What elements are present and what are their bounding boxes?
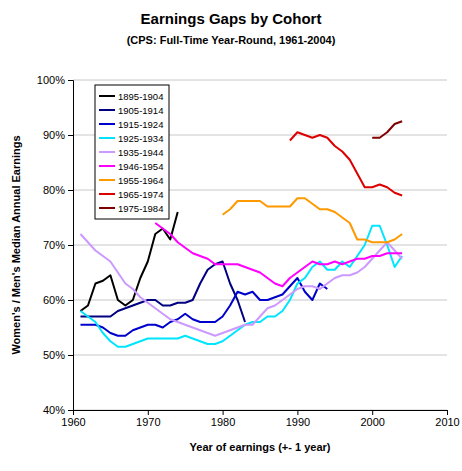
legend-swatch [99,193,115,195]
y-tick-label: 60% [43,294,65,306]
legend-item: 1915-1924 [99,119,163,130]
series-line [290,132,402,195]
x-tick: 1990 [286,410,310,428]
grid-line [73,355,447,356]
legend-item: 1905-1914 [99,105,163,116]
x-tick-mark [148,410,149,415]
legend: 1895-1904 1905-1914 1915-1924 1925-1934 1935… [95,85,169,219]
x-tick: 1970 [136,410,160,428]
y-tick: 40% [43,404,73,416]
x-tick-mark [447,410,448,415]
x-tick-label: 1970 [136,416,160,428]
y-tick-label: 50% [43,349,65,361]
legend-swatch [99,151,115,153]
y-tick-mark [68,80,73,81]
legend-swatch [99,137,115,139]
x-tick-mark [372,410,373,415]
legend-label: 1946-1954 [118,161,163,172]
y-tick: 60% [43,294,73,306]
legend-label: 1955-1964 [118,175,163,186]
legend-label: 1895-1904 [118,91,163,102]
legend-item: 1965-1974 [99,189,163,200]
x-axis: 1960 1970 1980 1990 2000 2010 [61,410,459,428]
y-tick-label: 80% [43,184,65,196]
chart-svg: 1960 1970 1980 1990 2000 2010 40% 50% 60% 70% 80% 9… [0,0,462,471]
series-line [372,121,402,138]
legend-item: 1935-1944 [99,147,163,158]
series-line [80,278,327,336]
grid-line [73,80,447,81]
series-line [155,223,402,286]
y-tick-mark [68,135,73,136]
x-axis-title: Year of earnings (+- 1 year) [190,441,331,453]
y-tick-mark [68,245,73,246]
legend-swatch [99,109,115,111]
y-axis-line [68,81,74,411]
series-line [223,198,403,242]
legend-item: 1925-1934 [99,133,163,144]
legend-label: 1915-1924 [118,119,163,130]
x-axis-line [74,411,448,416]
chart-subtitle: (CPS: Full-Time Year-Round, 1961-2004) [127,34,336,46]
legend-swatch [99,123,115,125]
series-line [80,226,402,347]
legend-swatch [99,179,115,181]
y-tick: 50% [43,349,73,361]
legend-box [95,85,169,219]
legend-label: 1935-1944 [118,147,163,158]
x-tick-label: 1980 [211,416,235,428]
y-axis-title: Women's / Men's Median Annual Earnings [10,135,22,354]
y-tick-label: 100% [37,74,65,86]
x-tick-mark [297,410,298,415]
x-tick-label: 2000 [360,416,384,428]
legend-item: 1955-1964 [99,175,163,186]
legend-item: 1946-1954 [99,161,163,172]
x-tick-mark [223,410,224,415]
y-tick: 100% [37,74,73,86]
legend-label: 1965-1974 [118,189,163,200]
x-tick: 1980 [211,410,235,428]
legend-item: 1975-1984 [99,203,163,214]
y-tick-mark [68,355,73,356]
y-tick: 70% [43,239,73,251]
y-axis: 40% 50% 60% 70% 80% 90% 100% [37,74,74,416]
chart-title: Earnings Gaps by Cohort [141,10,322,27]
y-tick: 80% [43,184,73,196]
x-tick-label: 1960 [61,416,85,428]
y-tick-mark [68,300,73,301]
x-tick: 2010 [435,410,459,428]
y-tick-label: 90% [43,129,65,141]
x-tick: 2000 [360,410,384,428]
grid [73,80,447,410]
legend-label: 1925-1934 [118,133,163,144]
y-tick-mark [68,410,73,411]
legend-item: 1895-1904 [99,91,163,102]
legend-swatch [99,95,115,97]
legend-label: 1905-1914 [118,105,163,116]
y-tick-label: 40% [43,404,65,416]
x-tick-label: 2010 [435,416,459,428]
x-tick-label: 1990 [286,416,310,428]
series-line [80,234,402,336]
legend-label: 1975-1984 [118,203,163,214]
series-line [80,212,177,311]
y-tick-mark [68,190,73,191]
y-tick: 90% [43,129,73,141]
legend-swatch [99,207,115,209]
y-tick-label: 70% [43,239,65,251]
legend-swatch [99,165,115,167]
lines [80,121,402,347]
